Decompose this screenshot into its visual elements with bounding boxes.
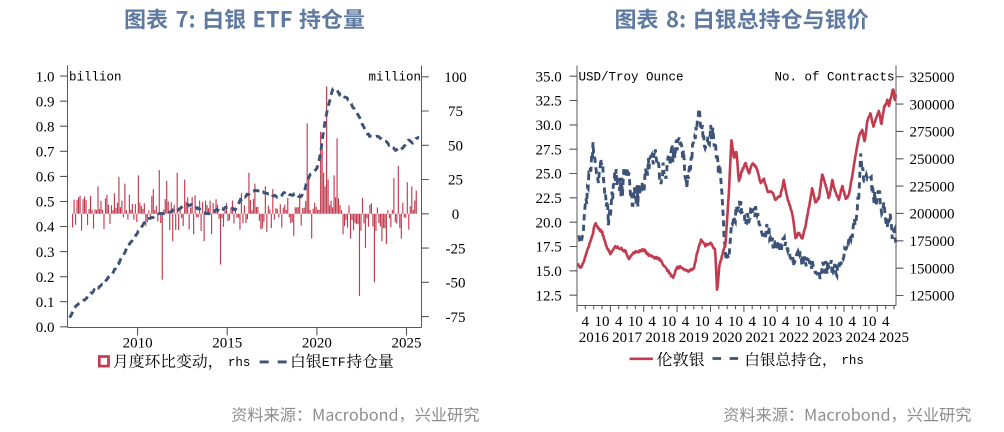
svg-text:0.4: 0.4 xyxy=(36,220,55,236)
svg-text:2018: 2018 xyxy=(645,330,675,346)
svg-text:2025: 2025 xyxy=(392,336,422,352)
svg-text:0: 0 xyxy=(452,207,460,223)
svg-text:4: 4 xyxy=(615,314,623,330)
svg-text:32.5: 32.5 xyxy=(535,94,561,110)
svg-text:1.0: 1.0 xyxy=(36,69,55,85)
svg-text:0.1: 0.1 xyxy=(36,295,55,311)
svg-text:USD/Troy Ounce: USD/Troy Ounce xyxy=(579,71,684,85)
svg-text:4: 4 xyxy=(582,314,590,330)
svg-text:17.5: 17.5 xyxy=(535,240,561,256)
svg-text:No. of Contracts: No. of Contracts xyxy=(774,71,894,85)
svg-text:22.5: 22.5 xyxy=(535,191,561,207)
svg-text:10: 10 xyxy=(595,314,610,330)
svg-text:4: 4 xyxy=(682,314,690,330)
svg-text:20.0: 20.0 xyxy=(535,215,561,231)
svg-text:10: 10 xyxy=(728,314,743,330)
svg-text:10: 10 xyxy=(695,314,710,330)
svg-text:175000: 175000 xyxy=(910,234,955,250)
svg-text:75: 75 xyxy=(448,104,463,120)
svg-text:27.5: 27.5 xyxy=(535,142,561,158)
svg-text:-75: -75 xyxy=(446,310,466,326)
svg-text:0.3: 0.3 xyxy=(36,245,55,261)
svg-text:250000: 250000 xyxy=(910,152,955,168)
svg-text:rhs: rhs xyxy=(841,354,864,368)
svg-text:15.0: 15.0 xyxy=(535,264,561,280)
svg-text:2025: 2025 xyxy=(879,330,909,346)
svg-text:0.5: 0.5 xyxy=(36,195,55,211)
svg-text:10: 10 xyxy=(661,314,676,330)
svg-text:0.6: 0.6 xyxy=(36,170,55,186)
svg-text:0.7: 0.7 xyxy=(36,145,55,161)
svg-text:2010: 2010 xyxy=(123,336,153,352)
svg-text:0.0: 0.0 xyxy=(36,320,55,336)
svg-text:35.0: 35.0 xyxy=(535,69,561,85)
svg-text:4: 4 xyxy=(648,314,656,330)
svg-text:10: 10 xyxy=(828,314,843,330)
svg-text:4: 4 xyxy=(815,314,823,330)
svg-text:2016: 2016 xyxy=(579,330,610,346)
svg-text:10: 10 xyxy=(628,314,643,330)
svg-text:2023: 2023 xyxy=(812,330,842,346)
svg-text:325000: 325000 xyxy=(910,70,955,86)
svg-text:225000: 225000 xyxy=(910,179,955,195)
svg-text:4: 4 xyxy=(748,314,756,330)
svg-text:rhs: rhs xyxy=(228,356,251,370)
svg-text:30.0: 30.0 xyxy=(535,118,561,134)
svg-text:2024: 2024 xyxy=(846,330,877,346)
svg-text:150000: 150000 xyxy=(910,261,955,277)
svg-text:4: 4 xyxy=(849,314,857,330)
svg-text:10: 10 xyxy=(761,314,776,330)
svg-text:2022: 2022 xyxy=(779,330,809,346)
svg-text:billion: billion xyxy=(69,71,122,85)
svg-text:million: million xyxy=(368,71,421,85)
svg-text:200000: 200000 xyxy=(910,207,955,223)
svg-text:2021: 2021 xyxy=(746,330,776,346)
svg-text:25: 25 xyxy=(448,173,463,189)
svg-text:2019: 2019 xyxy=(679,330,709,346)
svg-text:300000: 300000 xyxy=(910,97,955,113)
svg-text:0.8: 0.8 xyxy=(36,119,55,135)
svg-text:10: 10 xyxy=(862,314,877,330)
svg-text:0.9: 0.9 xyxy=(36,94,55,110)
svg-text:4: 4 xyxy=(715,314,723,330)
svg-text:100: 100 xyxy=(444,70,467,86)
svg-text:4: 4 xyxy=(882,314,890,330)
svg-text:2020: 2020 xyxy=(712,330,742,346)
svg-text:10: 10 xyxy=(795,314,810,330)
svg-text:275000: 275000 xyxy=(910,125,955,141)
svg-text:2015: 2015 xyxy=(212,336,242,352)
svg-text:4: 4 xyxy=(782,314,790,330)
svg-text:2020: 2020 xyxy=(302,336,332,352)
svg-text:-50: -50 xyxy=(446,276,466,292)
svg-text:125000: 125000 xyxy=(910,289,955,305)
svg-text:12.5: 12.5 xyxy=(535,288,561,304)
svg-text:2017: 2017 xyxy=(612,330,643,346)
svg-text:0.2: 0.2 xyxy=(36,270,55,286)
svg-text:-25: -25 xyxy=(446,241,466,257)
svg-text:25.0: 25.0 xyxy=(535,167,561,183)
svg-text:50: 50 xyxy=(448,139,463,155)
svg-text:ETF: ETF xyxy=(322,355,346,370)
